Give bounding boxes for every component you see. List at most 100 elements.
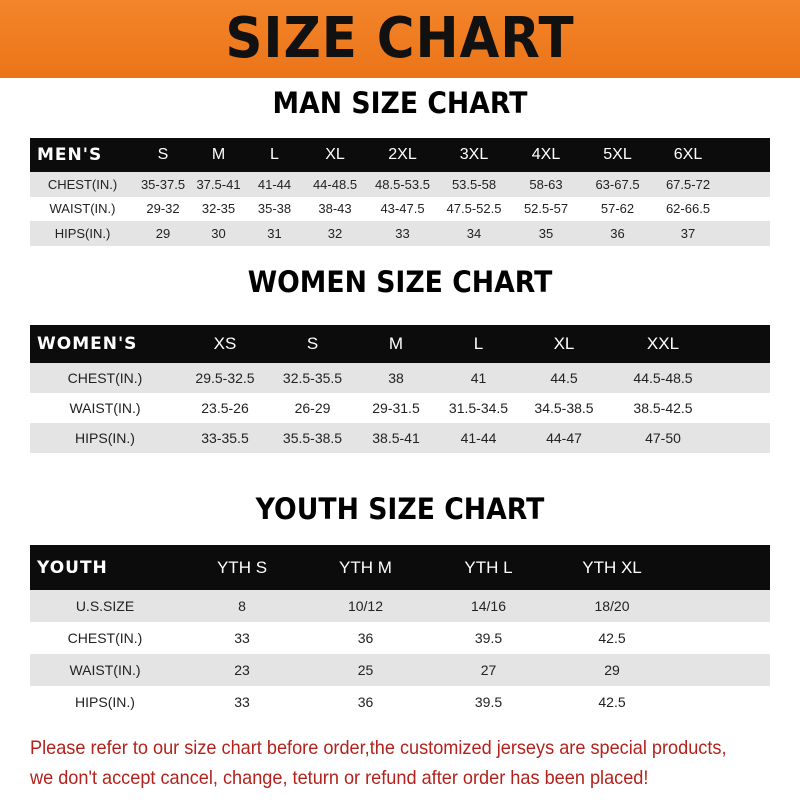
men-size-table: MEN'S S M L XL 2XL 3XL 4XL 5XL 6XL CHEST(IN.) 35-37… xyxy=(30,138,770,246)
row-label: WAIST(IN.) xyxy=(69,662,141,678)
table-cell: 34.5-38.5 xyxy=(534,400,594,416)
table-cell: 36 xyxy=(357,694,374,710)
table-row: WAIST(IN.) 29-32 32-35 35-38 38-43 43-47.5 47.… xyxy=(30,197,770,222)
table-cell: 26-29 xyxy=(294,400,331,416)
table-cell: 63-67.5 xyxy=(595,176,640,192)
order-notice-line-1: Please refer to our size chart before or… xyxy=(30,737,727,759)
men-section-title: MAN SIZE CHART xyxy=(272,86,528,120)
table-cell: 38.5-42.5 xyxy=(633,400,693,416)
table-cell: 35 xyxy=(538,225,554,241)
table-row: HIPS(IN.) 33 36 39.5 42.5 xyxy=(30,686,770,718)
table-row: HIPS(IN.) 33-35.5 35.5-38.5 38.5-41 41-44 44-… xyxy=(30,423,770,453)
size-header-cell: YTH L xyxy=(464,557,513,577)
size-header-cell: S xyxy=(157,146,169,163)
table-cell: 44.5-48.5 xyxy=(633,370,693,386)
size-header-cell: XL xyxy=(553,334,575,353)
size-header-cell: 6XL xyxy=(673,146,703,163)
table-cell: 31.5-34.5 xyxy=(448,400,509,416)
table-cell: 23.5-26 xyxy=(201,400,249,416)
size-header-cell: YTH S xyxy=(216,557,268,577)
size-header-cell: M xyxy=(388,334,404,353)
size-header-cell: 5XL xyxy=(603,146,632,163)
row-label: CHEST(IN.) xyxy=(47,176,118,192)
order-notice-line-2: we don't accept cancel, change, teturn o… xyxy=(30,767,649,789)
table-cell: 44-47 xyxy=(546,430,582,446)
table-cell: 29.5-32.5 xyxy=(195,370,255,386)
row-label: WAIST(IN.) xyxy=(69,400,141,416)
size-header-cell: 3XL xyxy=(459,146,489,163)
table-cell: 31 xyxy=(267,225,282,241)
table-header-label: MEN'S xyxy=(37,145,103,165)
size-header-cell: M xyxy=(211,146,226,163)
table-cell: 32 xyxy=(327,225,343,241)
women-size-table: WOMEN'S XS S M L XL XXL CHEST(IN.) 29.5-32.5 32.5… xyxy=(30,325,770,453)
table-row: U.S.SIZE 8 10/12 14/16 18/20 xyxy=(30,590,770,622)
size-header-cell: XL xyxy=(325,146,345,163)
table-cell: 32.5-35.5 xyxy=(282,370,343,386)
table-cell: 35-38 xyxy=(257,201,292,217)
table-cell: 14/16 xyxy=(470,598,507,614)
table-header-label: YOUTH xyxy=(37,557,108,578)
size-header-cell: S xyxy=(306,334,319,353)
row-label: HIPS(IN.) xyxy=(54,225,111,241)
table-cell: 33 xyxy=(234,694,250,710)
table-row: WAIST(IN.) 23.5-26 26-29 29-31.5 31.5-34.5 34… xyxy=(30,393,770,423)
table-cell: 32-35 xyxy=(201,201,236,217)
table-header-row: MEN'S S M L XL 2XL 3XL 4XL 5XL 6XL xyxy=(30,138,770,172)
size-header-cell: L xyxy=(270,146,279,163)
table-cell: 47-50 xyxy=(645,430,681,446)
table-cell: 41-44 xyxy=(460,430,497,446)
table-cell: 29 xyxy=(155,225,171,241)
table-cell: 48.5-53.5 xyxy=(375,176,430,192)
table-cell: 38.5-41 xyxy=(372,430,420,446)
size-header-cell: L xyxy=(473,334,484,353)
row-label: CHEST(IN.) xyxy=(67,370,143,386)
table-cell: 36 xyxy=(610,225,625,241)
table-cell: 52.5-57 xyxy=(523,201,569,217)
youth-size-table: YOUTH YTH S YTH M YTH L YTH XL U.S.SIZE 8 10/12… xyxy=(30,545,770,718)
table-cell: 25 xyxy=(357,662,374,678)
table-cell: 62-66.5 xyxy=(665,201,711,217)
table-cell: 38-43 xyxy=(318,201,352,217)
table-cell: 38 xyxy=(388,370,404,386)
table-cell: 37.5-41 xyxy=(196,176,241,192)
youth-section-title: YOUTH SIZE CHART xyxy=(255,492,545,526)
title-banner: SIZE CHART xyxy=(0,0,800,78)
table-cell: 39.5 xyxy=(474,694,503,710)
size-header-cell: YTH M xyxy=(339,557,392,577)
table-cell: 18/20 xyxy=(594,598,630,614)
table-cell: 29 xyxy=(604,662,620,678)
table-cell: 33-35.5 xyxy=(201,430,249,446)
table-row: HIPS(IN.) 29 30 31 32 33 34 35 36 37 xyxy=(30,221,770,246)
table-cell: 33 xyxy=(395,225,410,241)
row-label: CHEST(IN.) xyxy=(67,630,143,646)
table-cell: 34 xyxy=(466,225,482,241)
table-cell: 47.5-52.5 xyxy=(446,201,502,217)
table-cell: 57-62 xyxy=(600,201,635,217)
table-row: WAIST(IN.) 23 25 27 29 xyxy=(30,654,770,686)
table-cell: 53.5-58 xyxy=(451,176,497,192)
table-cell: 23 xyxy=(234,662,250,678)
table-cell: 67.5-72 xyxy=(665,176,711,192)
table-cell: 41 xyxy=(470,370,487,386)
row-label: HIPS(IN.) xyxy=(75,694,135,710)
table-cell: 39.5 xyxy=(474,630,503,646)
size-header-cell: 4XL xyxy=(531,146,561,163)
women-section-title: WOMEN SIZE CHART xyxy=(247,265,553,299)
row-label: U.S.SIZE xyxy=(75,598,135,614)
table-cell: 33 xyxy=(234,630,250,646)
size-header-cell: 2XL xyxy=(388,146,417,163)
size-header-cell: XXL xyxy=(646,334,680,353)
table-cell: 43-47.5 xyxy=(380,201,425,217)
table-cell: 29-31.5 xyxy=(372,400,420,416)
table-cell: 30 xyxy=(211,225,226,241)
table-cell: 27 xyxy=(480,662,497,678)
table-cell: 58-63 xyxy=(529,176,563,192)
table-row: CHEST(IN.) 33 36 39.5 42.5 xyxy=(30,622,770,654)
table-row: CHEST(IN.) 35-37.5 37.5-41 41-44 44-48.5 48.5… xyxy=(30,172,770,197)
table-header-row: YOUTH YTH S YTH M YTH L YTH XL xyxy=(30,545,770,590)
table-cell: 41-44 xyxy=(257,176,292,192)
table-cell: 37 xyxy=(680,225,696,241)
row-label: HIPS(IN.) xyxy=(75,430,135,446)
row-label: WAIST(IN.) xyxy=(49,201,116,217)
